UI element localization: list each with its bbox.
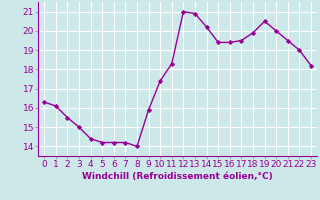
X-axis label: Windchill (Refroidissement éolien,°C): Windchill (Refroidissement éolien,°C) [82,172,273,181]
